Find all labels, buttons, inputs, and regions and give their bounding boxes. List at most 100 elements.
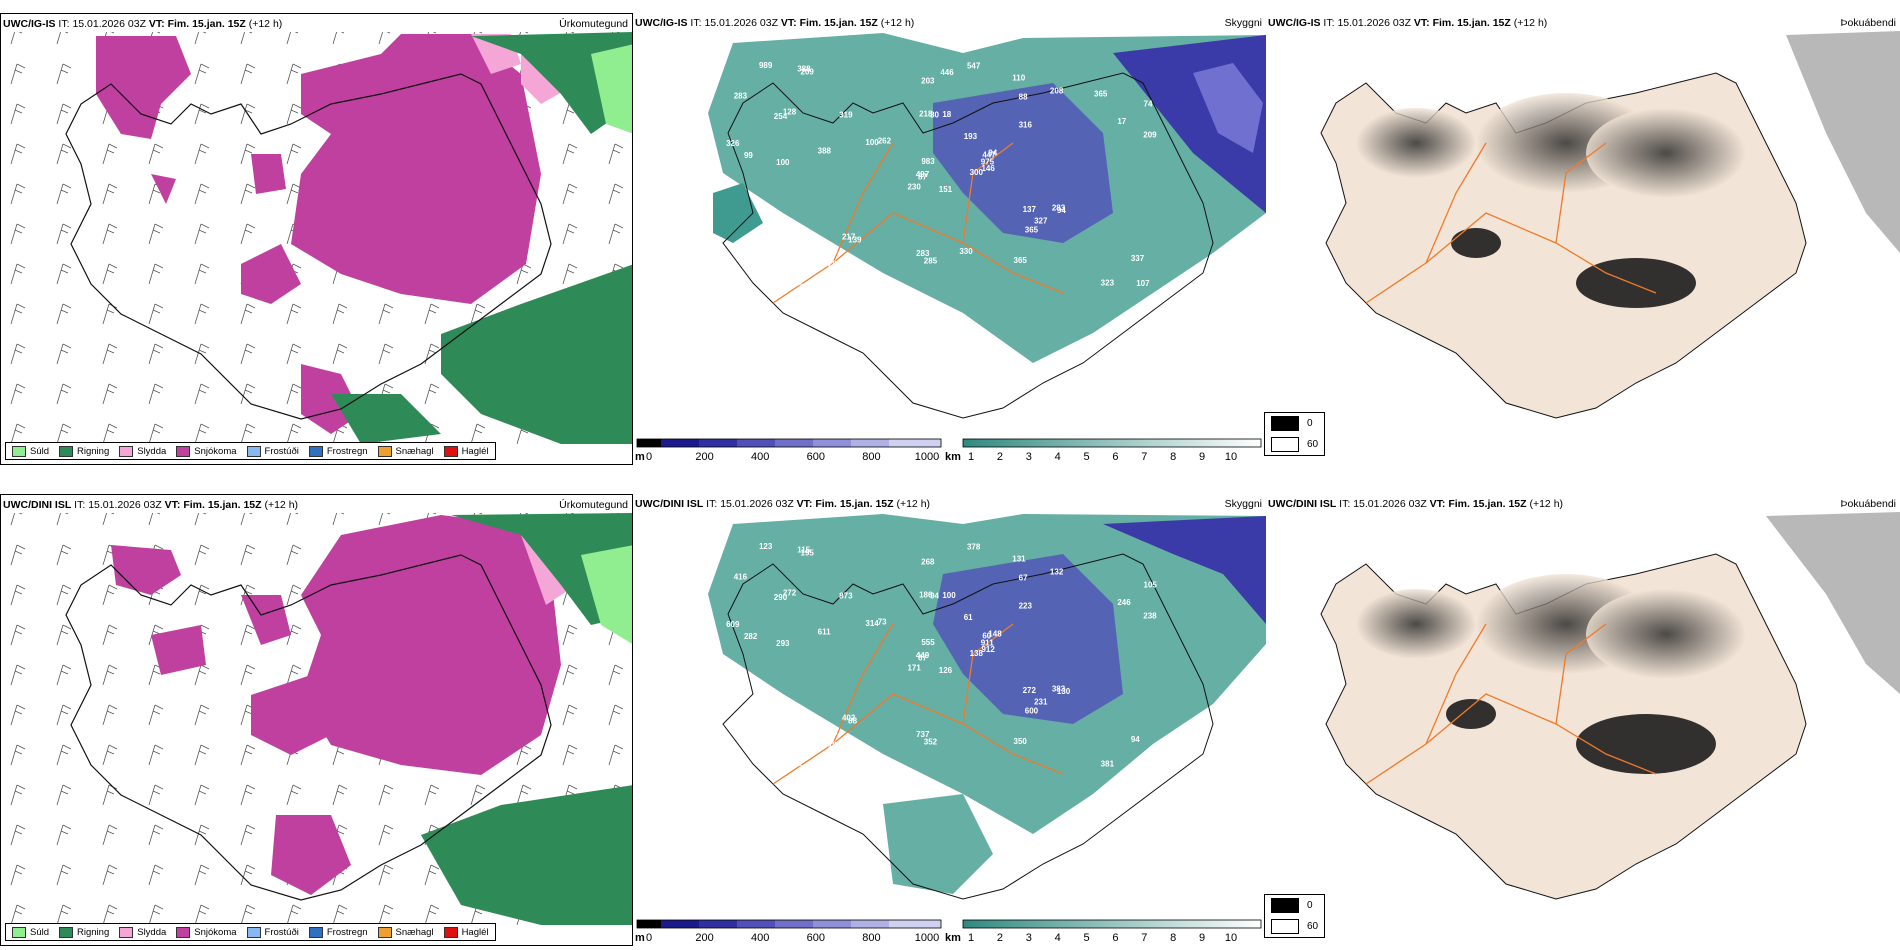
legend-label: Snjókoma	[194, 926, 237, 938]
visibility-value: 600	[1025, 707, 1039, 716]
visibility-value: 128	[783, 107, 797, 116]
visibility-value: 287	[840, 757, 854, 766]
iceland-outline	[65, 73, 552, 420]
visibility-value: 94	[1057, 206, 1066, 215]
colorbar-tick: 4	[1055, 451, 1061, 463]
visibility-value: 323	[1101, 279, 1115, 288]
fog-panel-bottom: UWC/DINI ISL IT: 15.01.2026 03Z VT: Fim.…	[1266, 494, 1900, 946]
legend-label: Frostúði	[264, 926, 299, 938]
legend-swatch	[12, 926, 26, 938]
visibility-value: 254	[774, 112, 788, 121]
visibility-value: 138	[970, 649, 984, 658]
visibility-value: 365	[1025, 226, 1039, 235]
precip-type-panel-top: UWC/IG-IS IT: 15.01.2026 03Z VT: Fim. 15…	[0, 13, 633, 465]
legend-label: Slydda	[137, 445, 167, 457]
visibility-value: 80	[930, 110, 939, 119]
legend-swatch	[443, 926, 458, 938]
colorbar-tick: 600	[807, 932, 825, 944]
svg-text:km: km	[945, 451, 961, 463]
legend-label: Snæhagl	[395, 926, 434, 938]
panel-name: Skyggni	[1224, 498, 1262, 510]
visibility-value: 300	[970, 168, 984, 177]
visibility-panel-bottom: 126 290 67 124 60 88 131 100 67 138 195 377 293 105 17…	[633, 494, 1266, 946]
visibility-value: 137	[1023, 205, 1037, 214]
legend-item: Snæhagl	[377, 445, 434, 457]
colorbar-tick: 9	[1199, 932, 1205, 944]
visibility-value: 975	[981, 157, 995, 166]
visibility-value: 67	[1019, 573, 1028, 582]
legend-item: Snjókoma	[176, 926, 237, 938]
visibility-value: 99	[744, 151, 753, 160]
legend-item: Snjókoma	[176, 445, 237, 457]
legend-label: Frostregn	[326, 445, 368, 457]
precip-map-bottom	[1, 513, 632, 925]
precip-legend: Súld Rigning Slydda Snjókoma Frostúði Frostre…	[5, 923, 496, 941]
legend-label: Rigning	[77, 445, 110, 457]
visibility-value: 497	[916, 170, 930, 179]
visibility-value: 983	[921, 157, 935, 166]
colorbar-tick: 800	[862, 451, 880, 463]
panel-title: UWC/DINI ISL IT: 15.01.2026 03Z VT: Fim.…	[3, 499, 299, 511]
legend-swatch	[308, 445, 323, 457]
visibility-value: 209	[801, 68, 815, 77]
colorbar-tick: 200	[695, 451, 713, 463]
legend-label: Frostregn	[326, 926, 368, 938]
visibility-value: 611	[818, 628, 831, 637]
visibility-value: 218	[919, 109, 933, 118]
legend-label: Slydda	[137, 926, 167, 938]
visibility-value: 547	[967, 62, 981, 71]
visibility-value: 186	[778, 238, 792, 247]
visibility-value: 416	[734, 573, 748, 582]
svg-text:km: km	[945, 932, 961, 944]
colorbar-tick: 4	[1055, 932, 1061, 944]
legend-label: Súld	[30, 445, 50, 457]
colorbar-km: km 1 2 3 4 5 6 7 8 9 10	[945, 437, 1265, 465]
legend-swatch	[377, 445, 392, 457]
panel-name: Þokuábendi	[1840, 17, 1896, 29]
iceland-outline	[65, 554, 552, 901]
snow-area	[291, 34, 541, 304]
visibility-value: 146	[981, 164, 995, 173]
visibility-value: 74	[1144, 100, 1153, 109]
visibility-value: 73	[878, 618, 887, 627]
visibility-panel-top: 151 254 87 64 447 139 110 18 88 300 209 107 100 74 230…	[633, 13, 1266, 465]
visibility-value: 327	[1034, 216, 1048, 225]
visibility-value: 209	[828, 259, 842, 268]
colorbar-tick: 8	[1170, 451, 1176, 463]
visibility-value: 124	[758, 739, 772, 748]
colorbar-tick: 800	[862, 932, 880, 944]
rain-area	[471, 32, 632, 134]
panel-title: UWC/DINI ISL IT: 15.01.2026 03Z VT: Fim.…	[1268, 498, 1564, 510]
colorbar-tick: 8	[1170, 932, 1176, 944]
visibility-value: 186	[919, 590, 933, 599]
visibility-value: 293	[776, 639, 790, 648]
legend-swatch	[12, 445, 26, 457]
visibility-value: 17	[1117, 117, 1126, 126]
panel-title: UWC/DINI ISL IT: 15.01.2026 03Z VT: Fim.…	[635, 498, 931, 510]
colorbar-tick: 7	[1141, 932, 1147, 944]
colorbar-tick: 1	[968, 451, 974, 463]
panel-title: UWC/IG-IS IT: 15.01.2026 03Z VT: Fim. 15…	[635, 17, 915, 29]
legend-swatch	[176, 926, 191, 938]
visibility-value: 597	[778, 719, 792, 728]
visibility-value: 223	[1019, 602, 1033, 611]
legend-swatch	[176, 445, 191, 457]
iceland-outline	[722, 553, 1214, 900]
precip-map-top	[1, 32, 632, 444]
colorbar-tick: 5	[1083, 451, 1089, 463]
visibility-value: 231	[1034, 697, 1048, 706]
panel-title: UWC/IG-IS IT: 15.01.2026 03Z VT: Fim. 15…	[1268, 17, 1548, 29]
roads	[772, 142, 1064, 304]
visibility-value: 130	[1057, 687, 1071, 696]
visibility-value: 50	[758, 269, 767, 278]
visibility-value: 446	[940, 68, 954, 77]
visibility-value: 388	[818, 147, 832, 156]
visibility-value: 64	[758, 258, 767, 267]
visibility-value: 319	[839, 110, 853, 119]
visibility-value: 100	[942, 591, 956, 600]
visibility-value: 330	[959, 247, 973, 256]
panel-name: Skyggni	[1224, 17, 1262, 29]
visibility-value: 238	[1143, 612, 1157, 621]
visibility-value: 420	[840, 276, 854, 285]
visibility-value: 100	[865, 138, 879, 147]
